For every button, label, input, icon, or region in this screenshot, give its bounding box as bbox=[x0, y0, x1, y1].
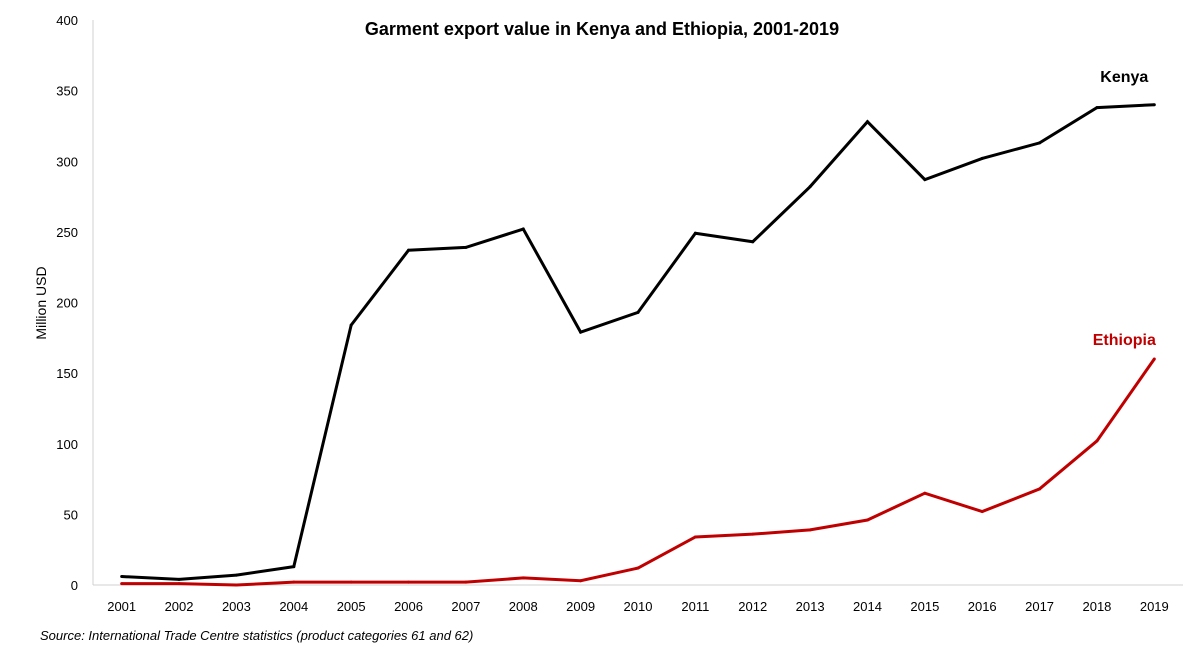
x-tick-label: 2012 bbox=[738, 599, 767, 614]
series-label-ethiopia: Ethiopia bbox=[1093, 332, 1156, 349]
data-point-kenya bbox=[464, 245, 468, 249]
data-point-kenya bbox=[521, 227, 525, 231]
data-point-ethiopia bbox=[636, 566, 640, 570]
data-point-kenya bbox=[693, 231, 697, 235]
data-point-ethiopia bbox=[407, 580, 411, 584]
x-tick-label: 2002 bbox=[165, 599, 194, 614]
data-point-ethiopia bbox=[923, 491, 927, 495]
x-tick-label: 2003 bbox=[222, 599, 251, 614]
data-point-kenya bbox=[923, 178, 927, 182]
x-tick-label: 2017 bbox=[1025, 599, 1054, 614]
data-point-kenya bbox=[292, 565, 296, 569]
x-tick-label: 2016 bbox=[968, 599, 997, 614]
data-point-kenya bbox=[579, 330, 583, 334]
y-tick-label: 100 bbox=[56, 437, 78, 452]
data-point-ethiopia bbox=[808, 528, 812, 532]
data-point-ethiopia bbox=[579, 579, 583, 583]
data-point-kenya bbox=[349, 323, 353, 327]
x-tick-label: 2007 bbox=[451, 599, 480, 614]
data-point-kenya bbox=[751, 240, 755, 244]
data-point-kenya bbox=[980, 156, 984, 160]
data-point-kenya bbox=[865, 120, 869, 124]
data-point-ethiopia bbox=[693, 535, 697, 539]
data-point-ethiopia bbox=[1152, 357, 1156, 361]
data-point-kenya bbox=[636, 310, 640, 314]
series-line-kenya bbox=[121, 103, 1155, 581]
x-tick-label: 2019 bbox=[1140, 599, 1169, 614]
data-point-ethiopia bbox=[1095, 439, 1099, 443]
series-labels: Kenya Ethiopia bbox=[1093, 69, 1156, 349]
data-point-ethiopia bbox=[1038, 487, 1042, 491]
x-tick-label: 2014 bbox=[853, 599, 882, 614]
data-point-ethiopia bbox=[177, 582, 181, 586]
y-tick-labels: 0 50 100 150 200 250 300 350 400 bbox=[56, 13, 78, 593]
x-tick-label: 2004 bbox=[279, 599, 308, 614]
data-point-kenya bbox=[120, 575, 124, 579]
y-tick-label: 0 bbox=[71, 578, 78, 593]
y-tick-label: 50 bbox=[64, 507, 78, 522]
data-point-kenya bbox=[177, 577, 181, 581]
data-point-kenya bbox=[1095, 106, 1099, 110]
y-tick-label: 250 bbox=[56, 225, 78, 240]
series-label-kenya: Kenya bbox=[1100, 69, 1148, 86]
x-tick-label: 2010 bbox=[624, 599, 653, 614]
x-tick-label: 2015 bbox=[910, 599, 939, 614]
data-point-ethiopia bbox=[751, 532, 755, 536]
x-tick-label: 2018 bbox=[1082, 599, 1111, 614]
x-tick-label: 2009 bbox=[566, 599, 595, 614]
y-tick-label: 150 bbox=[56, 366, 78, 381]
data-point-kenya bbox=[808, 185, 812, 189]
data-point-ethiopia bbox=[865, 518, 869, 522]
x-tick-label: 2001 bbox=[107, 599, 136, 614]
data-point-ethiopia bbox=[521, 576, 525, 580]
data-point-ethiopia bbox=[120, 582, 124, 586]
source-note: Source: International Trade Centre stati… bbox=[40, 628, 473, 643]
data-point-ethiopia bbox=[464, 580, 468, 584]
data-point-kenya bbox=[234, 573, 238, 577]
x-tick-label: 2011 bbox=[681, 599, 709, 614]
data-point-kenya bbox=[1038, 141, 1042, 145]
series-lines bbox=[120, 103, 1156, 587]
y-tick-label: 200 bbox=[56, 296, 78, 311]
x-tick-labels: 2001 2002 2003 2004 2005 2006 2007 2008 2009 2010… bbox=[107, 599, 1169, 614]
x-tick-label: 2008 bbox=[509, 599, 538, 614]
x-tick-label: 2005 bbox=[337, 599, 366, 614]
data-point-kenya bbox=[407, 248, 411, 252]
y-tick-label: 350 bbox=[56, 84, 78, 99]
data-point-ethiopia bbox=[349, 580, 353, 584]
y-tick-label: 400 bbox=[56, 13, 78, 28]
x-tick-label: 2013 bbox=[796, 599, 825, 614]
x-tick-label: 2006 bbox=[394, 599, 423, 614]
data-point-ethiopia bbox=[980, 510, 984, 514]
y-axis-label: Million USD bbox=[33, 266, 49, 339]
y-tick-label: 300 bbox=[56, 154, 78, 169]
series-line-ethiopia bbox=[121, 358, 1156, 587]
data-point-ethiopia bbox=[292, 580, 296, 584]
data-point-ethiopia bbox=[234, 583, 238, 587]
data-point-kenya bbox=[1152, 103, 1156, 107]
chart-title: Garment export value in Kenya and Ethiop… bbox=[365, 19, 839, 39]
